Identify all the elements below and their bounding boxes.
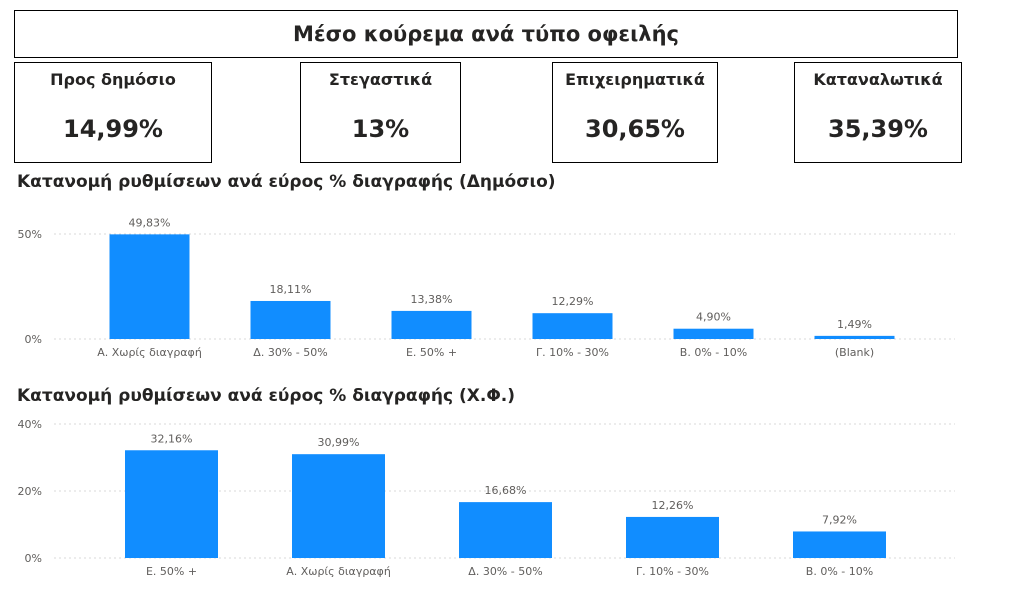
data-label: 13,38% — [411, 293, 453, 306]
chart-title-public: Κατανομή ρυθμίσεων ανά εύρος % διαγραφής… — [17, 172, 556, 192]
kpi-card-consumer: Καταναλωτικά 35,39% — [794, 62, 962, 163]
y-tick-label: 0% — [25, 552, 42, 565]
kpi-card-housing: Στεγαστικά 13% — [300, 62, 461, 163]
x-tick-label: Α. Χωρίς διαγραφή — [97, 346, 202, 359]
kpi-label: Προς δημόσιο — [50, 70, 176, 89]
chart-title-debt: Κατανομή ρυθμίσεων ανά εύρος % διαγραφής… — [17, 386, 516, 406]
data-label: 16,68% — [485, 484, 527, 497]
bar[interactable] — [391, 310, 472, 339]
x-tick-label: Δ. 30% - 50% — [468, 565, 542, 578]
data-label: 49,83% — [129, 216, 171, 229]
y-tick-label: 40% — [18, 418, 42, 431]
bar-chart-debt: 0% 20% 40% 32,16% Ε. 50% + 30,99% Α. Χωρίς δια… — [18, 418, 955, 578]
bar[interactable] — [793, 531, 886, 558]
data-label: 12,26% — [652, 499, 694, 512]
bar[interactable] — [459, 502, 552, 558]
x-tick-label: Β. 0% - 10% — [806, 565, 873, 578]
x-tick-label: Γ. 10% - 30% — [536, 346, 609, 359]
x-tick-label: Ε. 50% + — [406, 346, 457, 359]
bar[interactable] — [626, 516, 719, 558]
x-tick-label: Α. Χωρίς διαγραφή — [286, 565, 391, 578]
x-tick-label: Ε. 50% + — [146, 565, 197, 578]
bar[interactable] — [125, 450, 218, 558]
x-tick-label: Γ. 10% - 30% — [636, 565, 709, 578]
data-label: 12,29% — [552, 295, 594, 308]
bar[interactable] — [250, 300, 331, 339]
kpi-label: Στεγαστικά — [328, 70, 433, 89]
kpi-card-public: Προς δημόσιο 14,99% — [14, 62, 212, 163]
x-tick-label: Β. 0% - 10% — [680, 346, 747, 359]
bar[interactable] — [532, 313, 613, 339]
kpi-value: 30,65% — [585, 115, 685, 143]
x-tick-label: Δ. 30% - 50% — [253, 346, 327, 359]
data-label: 32,16% — [151, 432, 193, 445]
bar[interactable] — [673, 328, 754, 339]
bar[interactable] — [109, 234, 190, 339]
bar-chart-public: 0% 50% 49,83% Α. Χωρίς διαγραφή 18,11% Δ. 30%… — [18, 216, 955, 359]
page-title: Μέσο κούρεμα ανά τύπο οφειλής — [14, 10, 958, 58]
data-label: 18,11% — [270, 283, 312, 296]
data-label: 4,90% — [696, 311, 731, 324]
kpi-card-business: Επιχειρηματικά 30,65% — [552, 62, 718, 163]
x-tick-label: (Blank) — [835, 346, 874, 359]
kpi-label: Καταναλωτικά — [813, 70, 943, 89]
bar[interactable] — [814, 335, 895, 339]
kpi-label: Επιχειρηματικά — [565, 70, 705, 89]
data-label: 7,92% — [822, 513, 857, 526]
y-tick-label: 20% — [18, 485, 42, 498]
kpi-value: 13% — [351, 115, 410, 143]
data-label: 1,49% — [837, 318, 872, 331]
data-label: 30,99% — [318, 436, 360, 449]
kpi-value: 35,39% — [828, 115, 928, 143]
bar[interactable] — [292, 454, 385, 558]
y-tick-label: 50% — [18, 228, 42, 241]
kpi-value: 14,99% — [63, 115, 163, 143]
y-tick-label: 0% — [25, 333, 42, 346]
